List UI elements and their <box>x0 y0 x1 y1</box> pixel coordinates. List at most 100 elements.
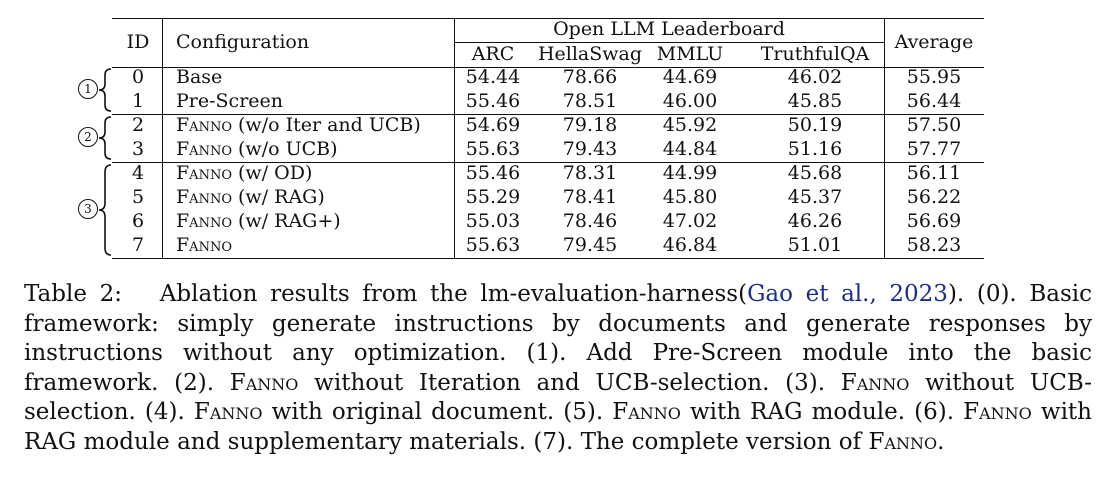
caption-text: with RAG module. (6). <box>680 399 964 425</box>
citation-link[interactable]: Gao et al., 2023 <box>747 281 948 307</box>
method-name: Fanno <box>612 399 681 425</box>
method-name: Fanno <box>176 186 232 208</box>
cell-arc: 54.44 <box>465 66 521 88</box>
header-id: ID <box>126 31 150 53</box>
cell-truthfulqa: 51.01 <box>787 234 843 256</box>
caption-text: without Iteration and UCB-selection. (3)… <box>298 369 841 396</box>
cell-arc: 55.63 <box>465 234 521 256</box>
cell-truthfulqa: 50.19 <box>787 114 843 136</box>
cell-hellaswag: 79.43 <box>562 138 618 160</box>
cell-mmlu: 46.00 <box>662 90 718 112</box>
cell-hellaswag: 78.41 <box>562 186 618 208</box>
group-number-3: 3 <box>78 199 98 219</box>
cell-average: 56.22 <box>906 186 962 208</box>
group-1-bottom-rule <box>112 114 984 115</box>
header-open-llm-leaderboard: Open LLM Leaderboard <box>553 18 785 40</box>
row-id: 1 <box>131 90 145 112</box>
row-configuration: Fanno (w/ OD) <box>176 162 312 184</box>
row-id: 5 <box>131 186 145 208</box>
header-hellaswag: HellaSwag <box>537 43 643 65</box>
row-id: 7 <box>131 234 145 256</box>
cell-mmlu: 47.02 <box>662 210 718 232</box>
group-marker-3: 3 <box>78 163 118 257</box>
citation-author: Gao et al. <box>747 281 870 307</box>
configuration-variant: (w/ RAG+) <box>231 210 341 232</box>
method-name: Fanno <box>229 369 299 396</box>
caption-label: Table 2: <box>24 281 122 307</box>
cell-average: 55.95 <box>906 66 962 88</box>
configuration-variant: Pre-Screen <box>176 90 283 112</box>
cell-mmlu: 46.84 <box>662 234 718 256</box>
curly-brace-icon <box>98 68 112 112</box>
ablation-table: ID Configuration Open LLM Leaderboard AR… <box>78 18 984 260</box>
group-number-1: 1 <box>78 79 98 99</box>
row-configuration: Fanno (w/o UCB) <box>176 138 338 160</box>
cell-arc: 55.29 <box>465 186 521 208</box>
header-bottom-rule <box>112 67 984 68</box>
caption-text: without UCB-selection. (4). <box>24 369 1092 426</box>
cell-truthfulqa: 45.85 <box>787 90 843 112</box>
caption-text: Ablation results from the lm-evaluation-… <box>159 281 748 307</box>
vertical-rule-scores <box>884 18 885 259</box>
row-id: 6 <box>131 210 145 232</box>
row-configuration: Fanno (w/o Iter and UCB) <box>176 114 421 136</box>
cell-mmlu: 44.99 <box>662 162 718 184</box>
row-configuration: Fanno (w/ RAG) <box>176 186 325 208</box>
caption-text: with original document. (5). <box>262 399 613 425</box>
method-name: Fanno <box>176 114 232 136</box>
group-number-2: 2 <box>78 127 98 147</box>
configuration-variant: (w/ OD) <box>231 162 313 184</box>
caption-text: with RAG module and supplementary materi… <box>24 399 1092 455</box>
cell-hellaswag: 78.66 <box>562 66 618 88</box>
row-configuration: Pre-Screen <box>176 90 283 112</box>
configuration-variant: (w/o UCB) <box>231 138 338 160</box>
curly-brace-icon <box>98 116 112 160</box>
group-marker-2: 2 <box>78 115 118 161</box>
header-truthfulqa: TruthfulQA <box>760 43 870 65</box>
header-arc: ARC <box>471 43 515 65</box>
cell-average: 56.69 <box>906 210 962 232</box>
configuration-variant: (w/o Iter and UCB) <box>231 114 421 136</box>
row-id: 3 <box>131 138 145 160</box>
table-bottom-rule <box>112 258 984 260</box>
citation-year: 2023 <box>889 281 948 307</box>
cell-average: 57.50 <box>906 114 962 136</box>
row-configuration: Fanno (w/ RAG+) <box>176 210 341 232</box>
row-configuration: Fanno <box>176 234 232 256</box>
method-name: Fanno <box>176 162 232 184</box>
cell-arc: 55.63 <box>465 138 521 160</box>
cell-hellaswag: 78.31 <box>562 162 618 184</box>
cell-average: 56.44 <box>906 90 962 112</box>
group-marker-1: 1 <box>78 67 118 113</box>
header-average: Average <box>894 31 974 53</box>
cell-truthfulqa: 45.68 <box>787 162 843 184</box>
row-id: 2 <box>131 114 145 136</box>
method-name: Fanno <box>963 399 1032 425</box>
cell-average: 57.77 <box>906 138 962 160</box>
caption-text: . <box>937 428 945 455</box>
cell-truthfulqa: 51.16 <box>787 138 843 160</box>
cell-hellaswag: 79.45 <box>562 234 618 256</box>
caption-text: ). (0). Basic framework: simply generate… <box>24 281 1093 396</box>
header-mmlu: MMLU <box>656 43 724 65</box>
cell-arc: 54.69 <box>465 114 521 136</box>
row-id: 4 <box>131 162 145 184</box>
cell-arc: 55.03 <box>465 210 521 232</box>
configuration-variant: Base <box>176 66 223 88</box>
cell-hellaswag: 79.18 <box>562 114 618 136</box>
cell-arc: 55.46 <box>465 162 521 184</box>
method-name: Fanno <box>193 399 263 425</box>
cell-mmlu: 44.69 <box>662 66 718 88</box>
configuration-variant: (w/ RAG) <box>231 186 325 208</box>
cell-arc: 55.46 <box>465 90 521 112</box>
cell-average: 58.23 <box>906 234 962 256</box>
group-2-bottom-rule <box>112 162 984 163</box>
row-configuration: Base <box>176 66 222 88</box>
cell-mmlu: 45.80 <box>662 186 718 208</box>
table-top-rule <box>112 18 984 20</box>
row-id: 0 <box>131 66 145 88</box>
cell-hellaswag: 78.51 <box>562 90 618 112</box>
cell-hellaswag: 78.46 <box>562 210 618 232</box>
vertical-rule-config <box>454 18 455 259</box>
method-name: Fanno <box>840 369 910 396</box>
